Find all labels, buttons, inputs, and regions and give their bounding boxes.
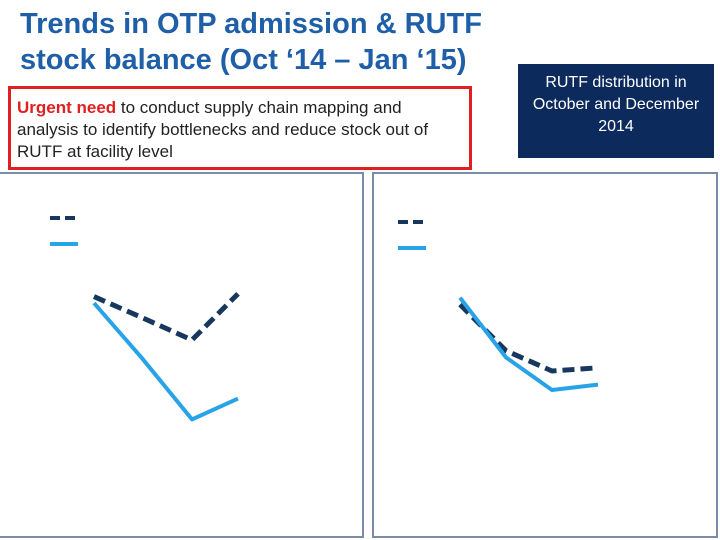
rutf-distribution-badge: RUTF distribution in October and Decembe… [518, 64, 714, 158]
rutf-stock-line [92, 301, 239, 422]
otp-admissions-line [92, 292, 240, 343]
rutf-stock-line [458, 296, 599, 392]
eastern-panel-frame [0, 172, 364, 538]
western-panel-frame [372, 172, 718, 538]
urgent-need-callout: Urgent need to conduct supply chain mapp… [8, 86, 472, 170]
callout-text: to conduct supply chain mapping and anal… [17, 98, 429, 161]
page-title: Trends in OTP admission & RUTF stock bal… [20, 8, 482, 76]
otp-admissions-line [458, 302, 599, 374]
callout-highlight: Urgent need [17, 98, 117, 117]
